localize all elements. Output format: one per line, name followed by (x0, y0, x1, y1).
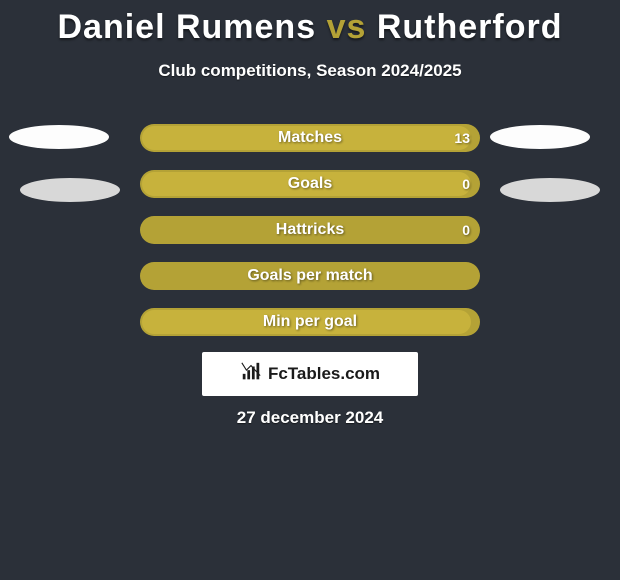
stat-row-min-per-goal: Min per goal (140, 308, 480, 336)
player2-name: Rutherford (377, 8, 563, 46)
player1-avatar-placeholder-bottom (20, 178, 120, 202)
season-subtitle: Club competitions, Season 2024/2025 (0, 61, 620, 81)
brand-box[interactable]: FcTables.com (202, 352, 418, 396)
player1-avatar-placeholder-top (9, 125, 109, 149)
player1-name: Daniel Rumens (57, 8, 316, 46)
stat-row-matches: Matches 13 (140, 124, 480, 152)
bar-chart-icon (240, 361, 262, 388)
stat-label: Goals (288, 175, 332, 193)
stat-row-hattricks: Hattricks 0 (140, 216, 480, 244)
stat-value-right: 0 (462, 176, 470, 192)
vs-text: vs (327, 8, 367, 46)
stat-value-right: 0 (462, 222, 470, 238)
stats-bars: Matches 13 Goals 0 Hattricks 0 Goals per… (140, 124, 480, 354)
player2-avatar-placeholder-bottom (500, 178, 600, 202)
brand-text: FcTables.com (268, 364, 380, 384)
stat-label: Matches (278, 129, 342, 147)
stat-label: Min per goal (263, 313, 357, 331)
player2-avatar-placeholder-top (490, 125, 590, 149)
stat-row-goals-per-match: Goals per match (140, 262, 480, 290)
stat-value-right: 13 (454, 130, 470, 146)
stat-row-goals: Goals 0 (140, 170, 480, 198)
comparison-title: Daniel Rumens vs Rutherford (0, 0, 620, 47)
stat-label: Goals per match (247, 267, 372, 285)
stat-label: Hattricks (276, 221, 344, 239)
footer-date: 27 december 2024 (0, 408, 620, 428)
